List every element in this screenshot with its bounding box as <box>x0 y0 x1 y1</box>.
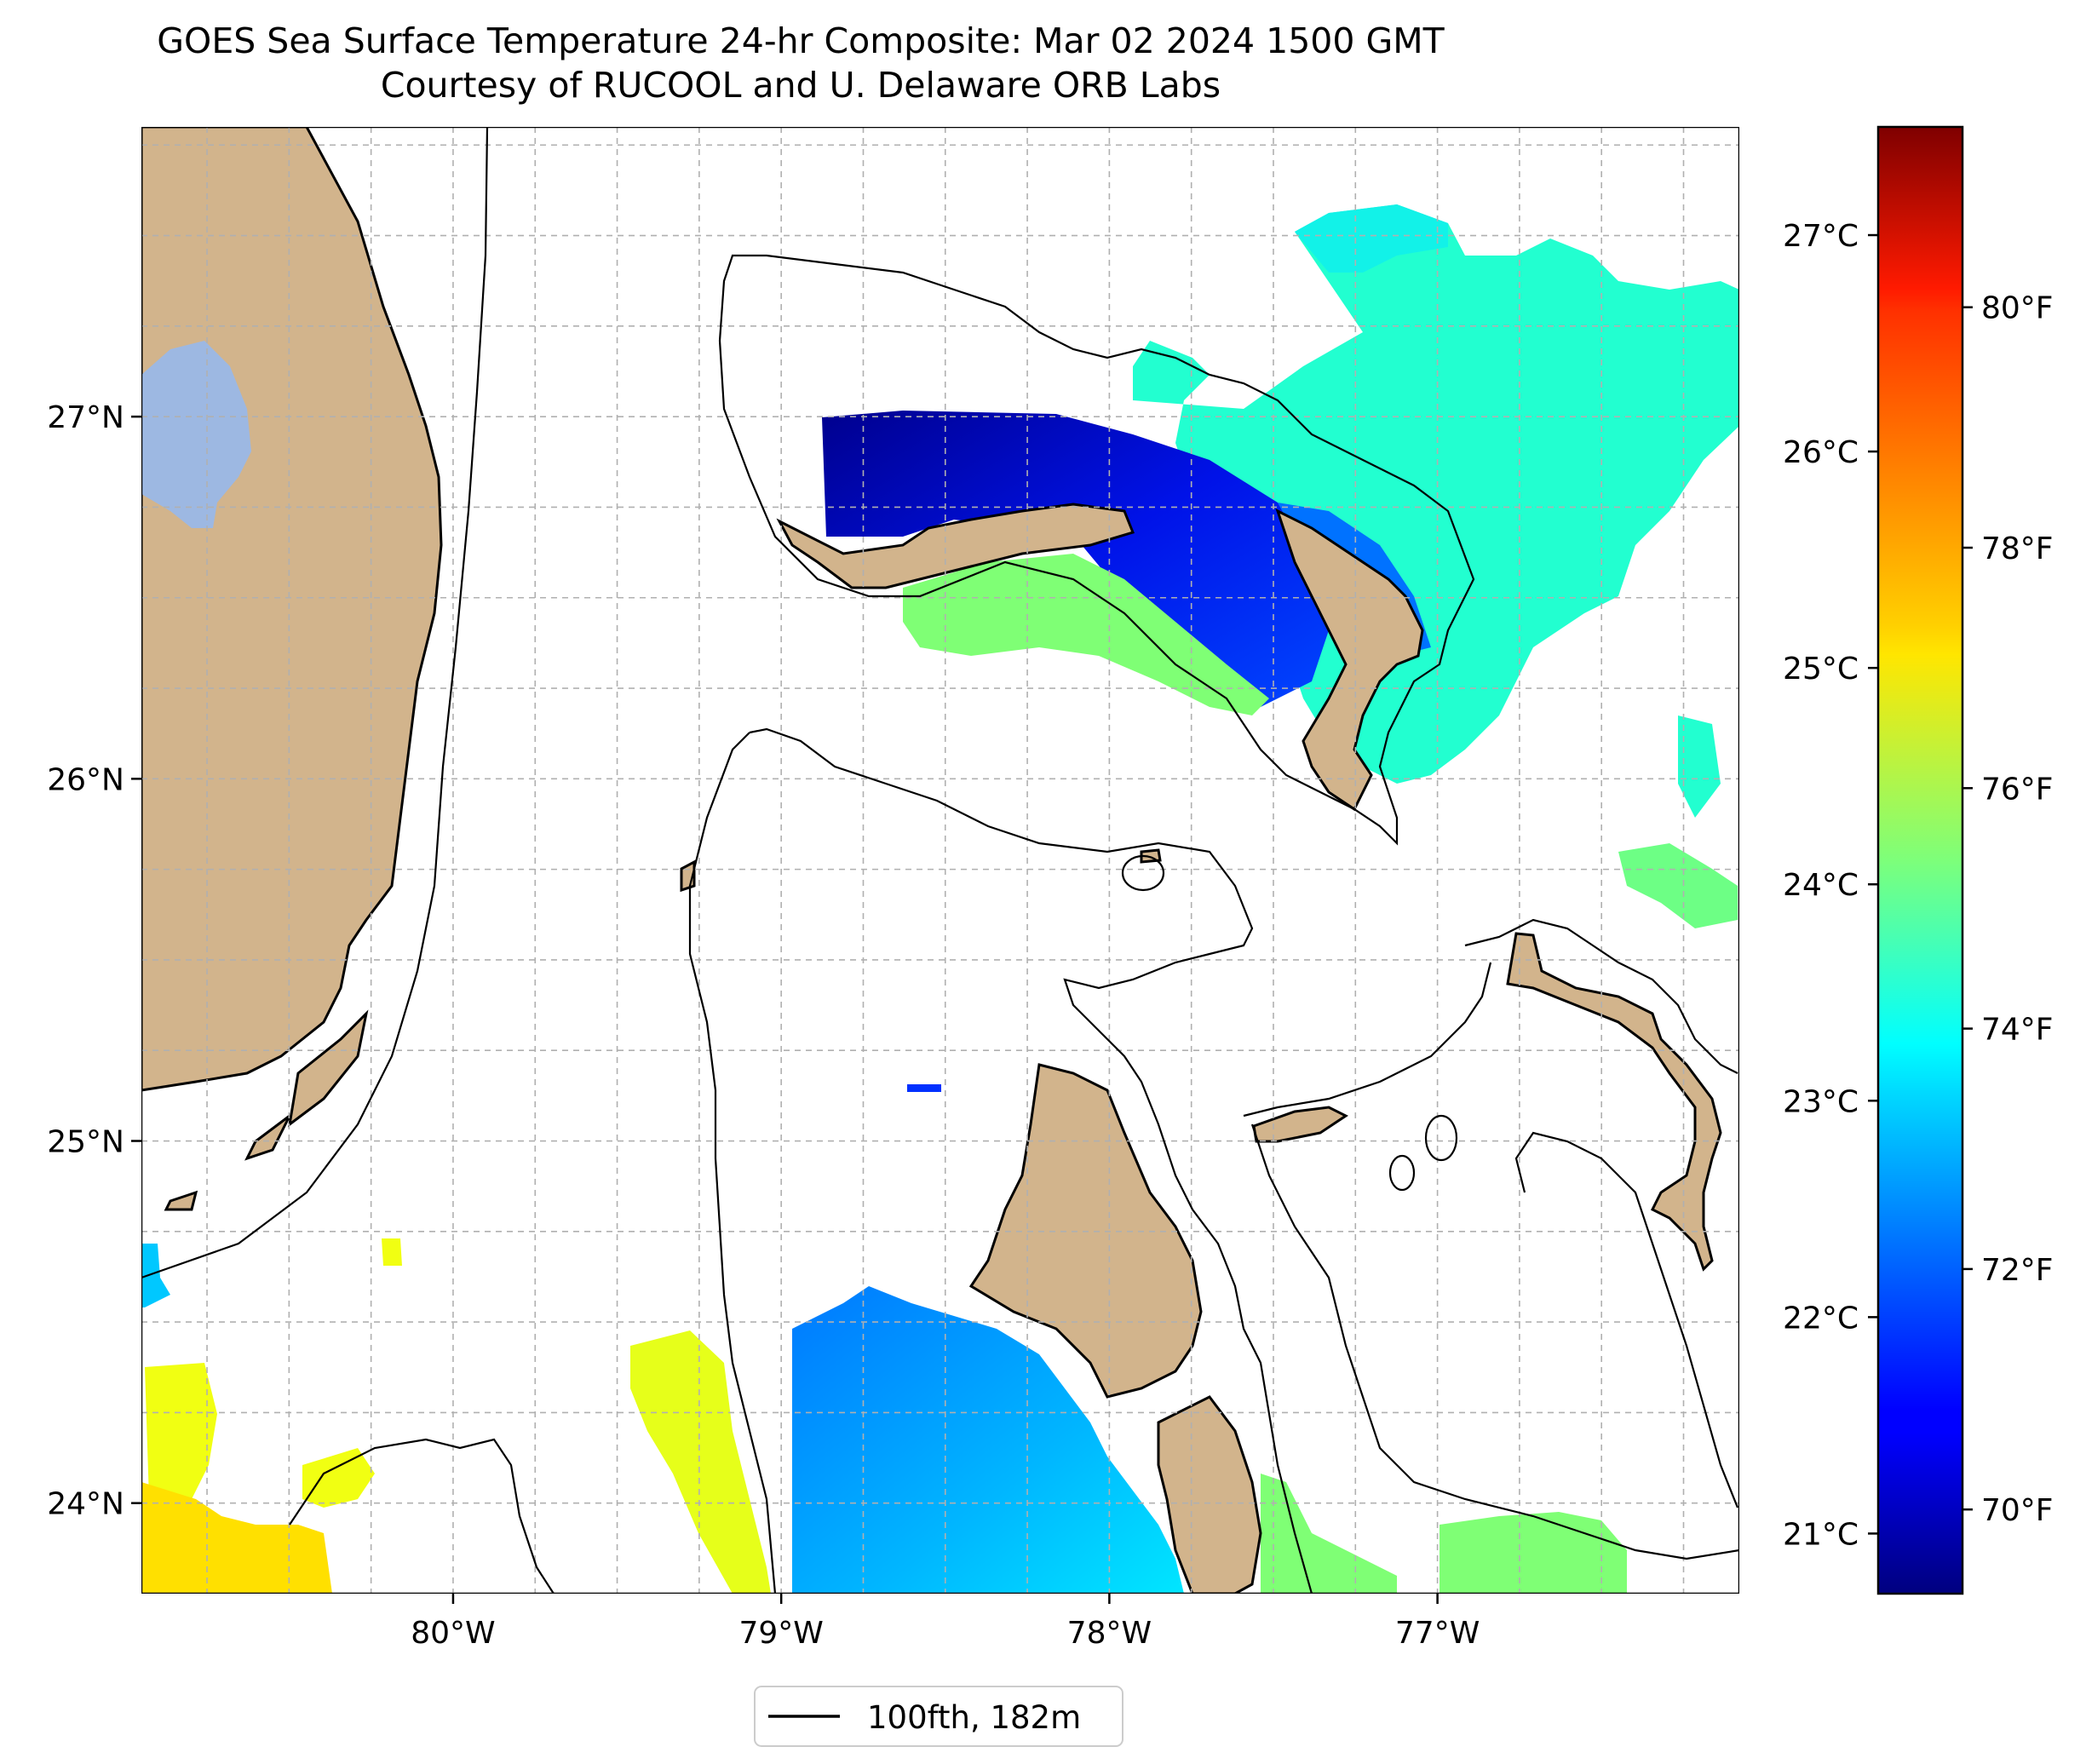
sst-data-layer <box>141 204 1739 1594</box>
lat-tick-label: 24°N <box>47 1487 124 1522</box>
land-andros-south <box>1157 1395 1262 1594</box>
lake-okeechobee <box>141 341 251 528</box>
sst-patch-east-cyan <box>1678 715 1721 818</box>
legend-box <box>754 1686 1123 1747</box>
sst-patch-south-yellow <box>630 1330 771 1594</box>
land-andros <box>968 1063 1203 1399</box>
sst-patch-east-green <box>1618 843 1738 928</box>
sst-patch-keys-yellow-2 <box>302 1448 375 1508</box>
isobath-east-shelf <box>1514 1131 1739 1508</box>
latitude-tick-labels: 27°N 26°N 25°N 24°N <box>47 400 141 1522</box>
lon-tick-label: 78°W <box>1067 1616 1152 1651</box>
sst-patch-southeast-green <box>1440 1512 1627 1594</box>
title-line-2: Courtesy of RUCOOL and U. Delaware ORB L… <box>380 65 1221 106</box>
celsius-tick-label: 24°C <box>1783 868 1859 903</box>
celsius-tick-label: 23°C <box>1783 1084 1859 1119</box>
land-eleuthera <box>1506 932 1722 1272</box>
isobath-ring-2 <box>1388 1154 1416 1192</box>
longitude-tick-labels: 80°W 79°W 78°W 77°W <box>411 1594 1480 1651</box>
sst-patch-cyan-small <box>141 1244 170 1307</box>
isobath-south-keys <box>289 1438 555 1594</box>
isobath-east-bank <box>1464 918 1738 1074</box>
celsius-tick-label: 21°C <box>1783 1517 1859 1552</box>
sst-patch-small-yellow <box>382 1238 402 1266</box>
lon-tick-label: 80°W <box>411 1616 495 1651</box>
celsius-tick-label: 26°C <box>1783 435 1859 470</box>
legend-label: 100fth, 182m <box>867 1699 1081 1736</box>
chart-title: GOES Sea Surface Temperature 24-hr Compo… <box>0 19 1601 107</box>
lat-tick-label: 25°N <box>47 1125 124 1160</box>
celsius-tick-label: 27°C <box>1783 219 1859 254</box>
isobath-ring-1 <box>1424 1114 1458 1162</box>
isobath-southeast <box>1250 1123 1739 1560</box>
fahrenheit-tick-label: 70°F <box>1981 1493 2054 1528</box>
sst-patch-north-cold-blue <box>822 411 1329 707</box>
sst-patch-tiny-blue <box>907 1084 941 1092</box>
colorbar-fahrenheit-ticks: 80°F 78°F 76°F 74°F 72°F 70°F <box>1962 291 2054 1528</box>
isobath-east-inner <box>1243 962 1492 1118</box>
isobath-100fth <box>141 127 1739 1594</box>
isobath-bank-west-edge <box>688 732 777 1594</box>
fahrenheit-tick-label: 78°F <box>1981 531 2054 566</box>
sst-patch-north-green <box>903 554 1269 715</box>
sst-patch-south-blue-cyan <box>792 1286 1184 1594</box>
sst-map <box>141 127 1739 1594</box>
fahrenheit-tick-label: 80°F <box>1981 291 2054 326</box>
fahrenheit-tick-label: 76°F <box>1981 772 2054 807</box>
lat-tick-label: 26°N <box>47 762 124 797</box>
sst-patch-northeast-lightcyan <box>1295 204 1448 273</box>
colorbar-gradient <box>1876 125 1964 1595</box>
lon-tick-label: 79°W <box>738 1616 823 1651</box>
isobath-florida-shelf <box>141 127 489 1279</box>
gridlines <box>141 127 1739 1594</box>
land-keys-2 <box>244 1114 291 1161</box>
isobath-great-bahama-bank <box>749 727 1313 1594</box>
celsius-tick-label: 25°C <box>1783 652 1859 687</box>
sst-patch-florida-bay-orange <box>141 1482 332 1594</box>
celsius-tick-label: 22°C <box>1783 1301 1859 1336</box>
land-abaco <box>1275 509 1424 812</box>
lat-tick-label: 27°N <box>47 400 124 435</box>
sst-patch-florida-keys-yellow <box>145 1363 217 1499</box>
lon-tick-label: 77°W <box>1395 1616 1480 1651</box>
title-line-1: GOES Sea Surface Temperature 24-hr Compo… <box>157 20 1445 61</box>
colorbar-celsius-ticks: 27°C 26°C 25°C 24°C 23°C 22°C 21°C <box>1783 219 1878 1552</box>
legend: 100fth, 182m <box>754 1686 1123 1747</box>
land-grand-bahama <box>776 503 1135 589</box>
isobath-ring-3 <box>1121 854 1165 892</box>
fahrenheit-tick-label: 72°F <box>1981 1253 2054 1288</box>
fahrenheit-tick-label: 74°F <box>1981 1013 2054 1048</box>
isobath-little-bahama-bank <box>718 254 1475 846</box>
land-keys-3 <box>164 1190 198 1211</box>
colorbar: 27°C 26°C 25°C 24°C 23°C 22°C 21°C 80°F 78°F 76°… <box>1783 125 2054 1595</box>
